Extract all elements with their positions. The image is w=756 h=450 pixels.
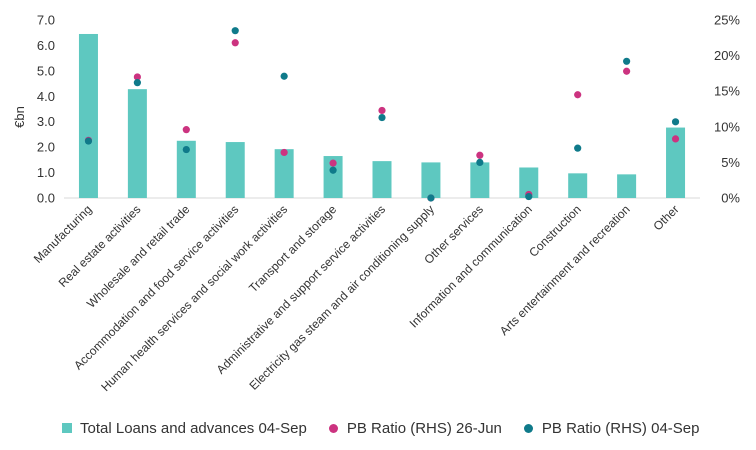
y-tick-label: 5.0 [37, 63, 55, 78]
dot-sep [182, 145, 190, 154]
dot-sep [574, 144, 582, 152]
dot-jun [182, 126, 190, 134]
dot-jun [378, 106, 386, 115]
x-category-label: Real estate activities [56, 202, 144, 290]
y2-tick-label: 25% [714, 13, 740, 28]
dot-sep [378, 113, 386, 122]
legend: Total Loans and advances 04-Sep PB Ratio… [62, 416, 742, 440]
y2-tick-label: 0% [721, 191, 740, 206]
bar [274, 149, 294, 198]
legend-label-sep: PB Ratio (RHS) 04-Sep [541, 419, 700, 437]
y-axis-left: 0.0 1.0 2.0 3.0 4.0 5.0 6.0 7.0 [37, 13, 55, 206]
dot-sep [329, 166, 337, 174]
bar [127, 89, 147, 198]
bar [568, 173, 588, 198]
y-tick-label: 7.0 [37, 13, 55, 28]
x-category-label: Other [651, 202, 682, 233]
y-tick-label: 2.0 [37, 140, 55, 155]
bar [617, 174, 637, 198]
dot-sep [280, 72, 288, 80]
y2-tick-label: 20% [714, 48, 740, 63]
bar [470, 162, 490, 198]
dot-jun [476, 151, 484, 159]
x-category-label: Human health services and social work ac… [98, 202, 290, 394]
dot-sep [84, 137, 93, 145]
legend-dot-jun [328, 423, 338, 433]
dot-jun [280, 148, 288, 157]
bar [225, 142, 245, 198]
x-category-label: Transport and storage [246, 202, 339, 295]
dot-sep [133, 79, 141, 87]
dot-jun [231, 39, 239, 47]
bar-series [78, 33, 686, 198]
legend-item-bars: Total Loans and advances 04-Sep [62, 420, 307, 437]
bar [323, 156, 343, 198]
bar [78, 33, 98, 198]
bar [666, 127, 686, 198]
legend-item-sep: PB Ratio (RHS) 04-Sep [523, 419, 700, 437]
dot-jun [574, 91, 582, 99]
y2-tick-label: 10% [714, 119, 740, 134]
y-tick-label: 6.0 [37, 38, 55, 53]
legend-label-jun: PB Ratio (RHS) 26-Jun [346, 419, 502, 437]
bar [176, 140, 196, 198]
bar [421, 162, 441, 198]
dot-series [84, 27, 680, 202]
y-tick-label: 4.0 [37, 89, 55, 104]
dot-jun [329, 159, 337, 167]
legend-label-bars: Total Loans and advances 04-Sep [80, 419, 307, 437]
dot-sep [671, 118, 680, 126]
dot-jun [623, 67, 631, 75]
dot-sep [623, 57, 631, 65]
y-tick-label: 3.0 [37, 114, 55, 129]
legend-dot-sep [523, 423, 533, 433]
dot-sep [231, 27, 239, 35]
legend-item-jun: PB Ratio (RHS) 26-Jun [328, 419, 502, 437]
bar [372, 161, 392, 198]
y2-tick-label: 15% [714, 84, 740, 99]
bar [519, 167, 539, 198]
dot-jun [133, 73, 141, 81]
x-category-label: Administrative and support service activ… [214, 202, 388, 376]
x-category-label: Electricity gas steam and air conditioni… [247, 202, 438, 393]
dot-sep [476, 158, 484, 166]
y-axis-title: €bn [12, 106, 27, 128]
dot-sep [525, 192, 533, 201]
y-tick-label: 1.0 [37, 165, 55, 180]
legend-swatch-bars [62, 423, 72, 433]
y2-tick-label: 5% [721, 155, 740, 170]
dot-jun [671, 135, 680, 143]
dot-sep [427, 194, 435, 202]
y-axis-right: 0% 5% 10% 15% 20% 25% [714, 13, 740, 206]
y-tick-label: 0.0 [37, 191, 55, 206]
